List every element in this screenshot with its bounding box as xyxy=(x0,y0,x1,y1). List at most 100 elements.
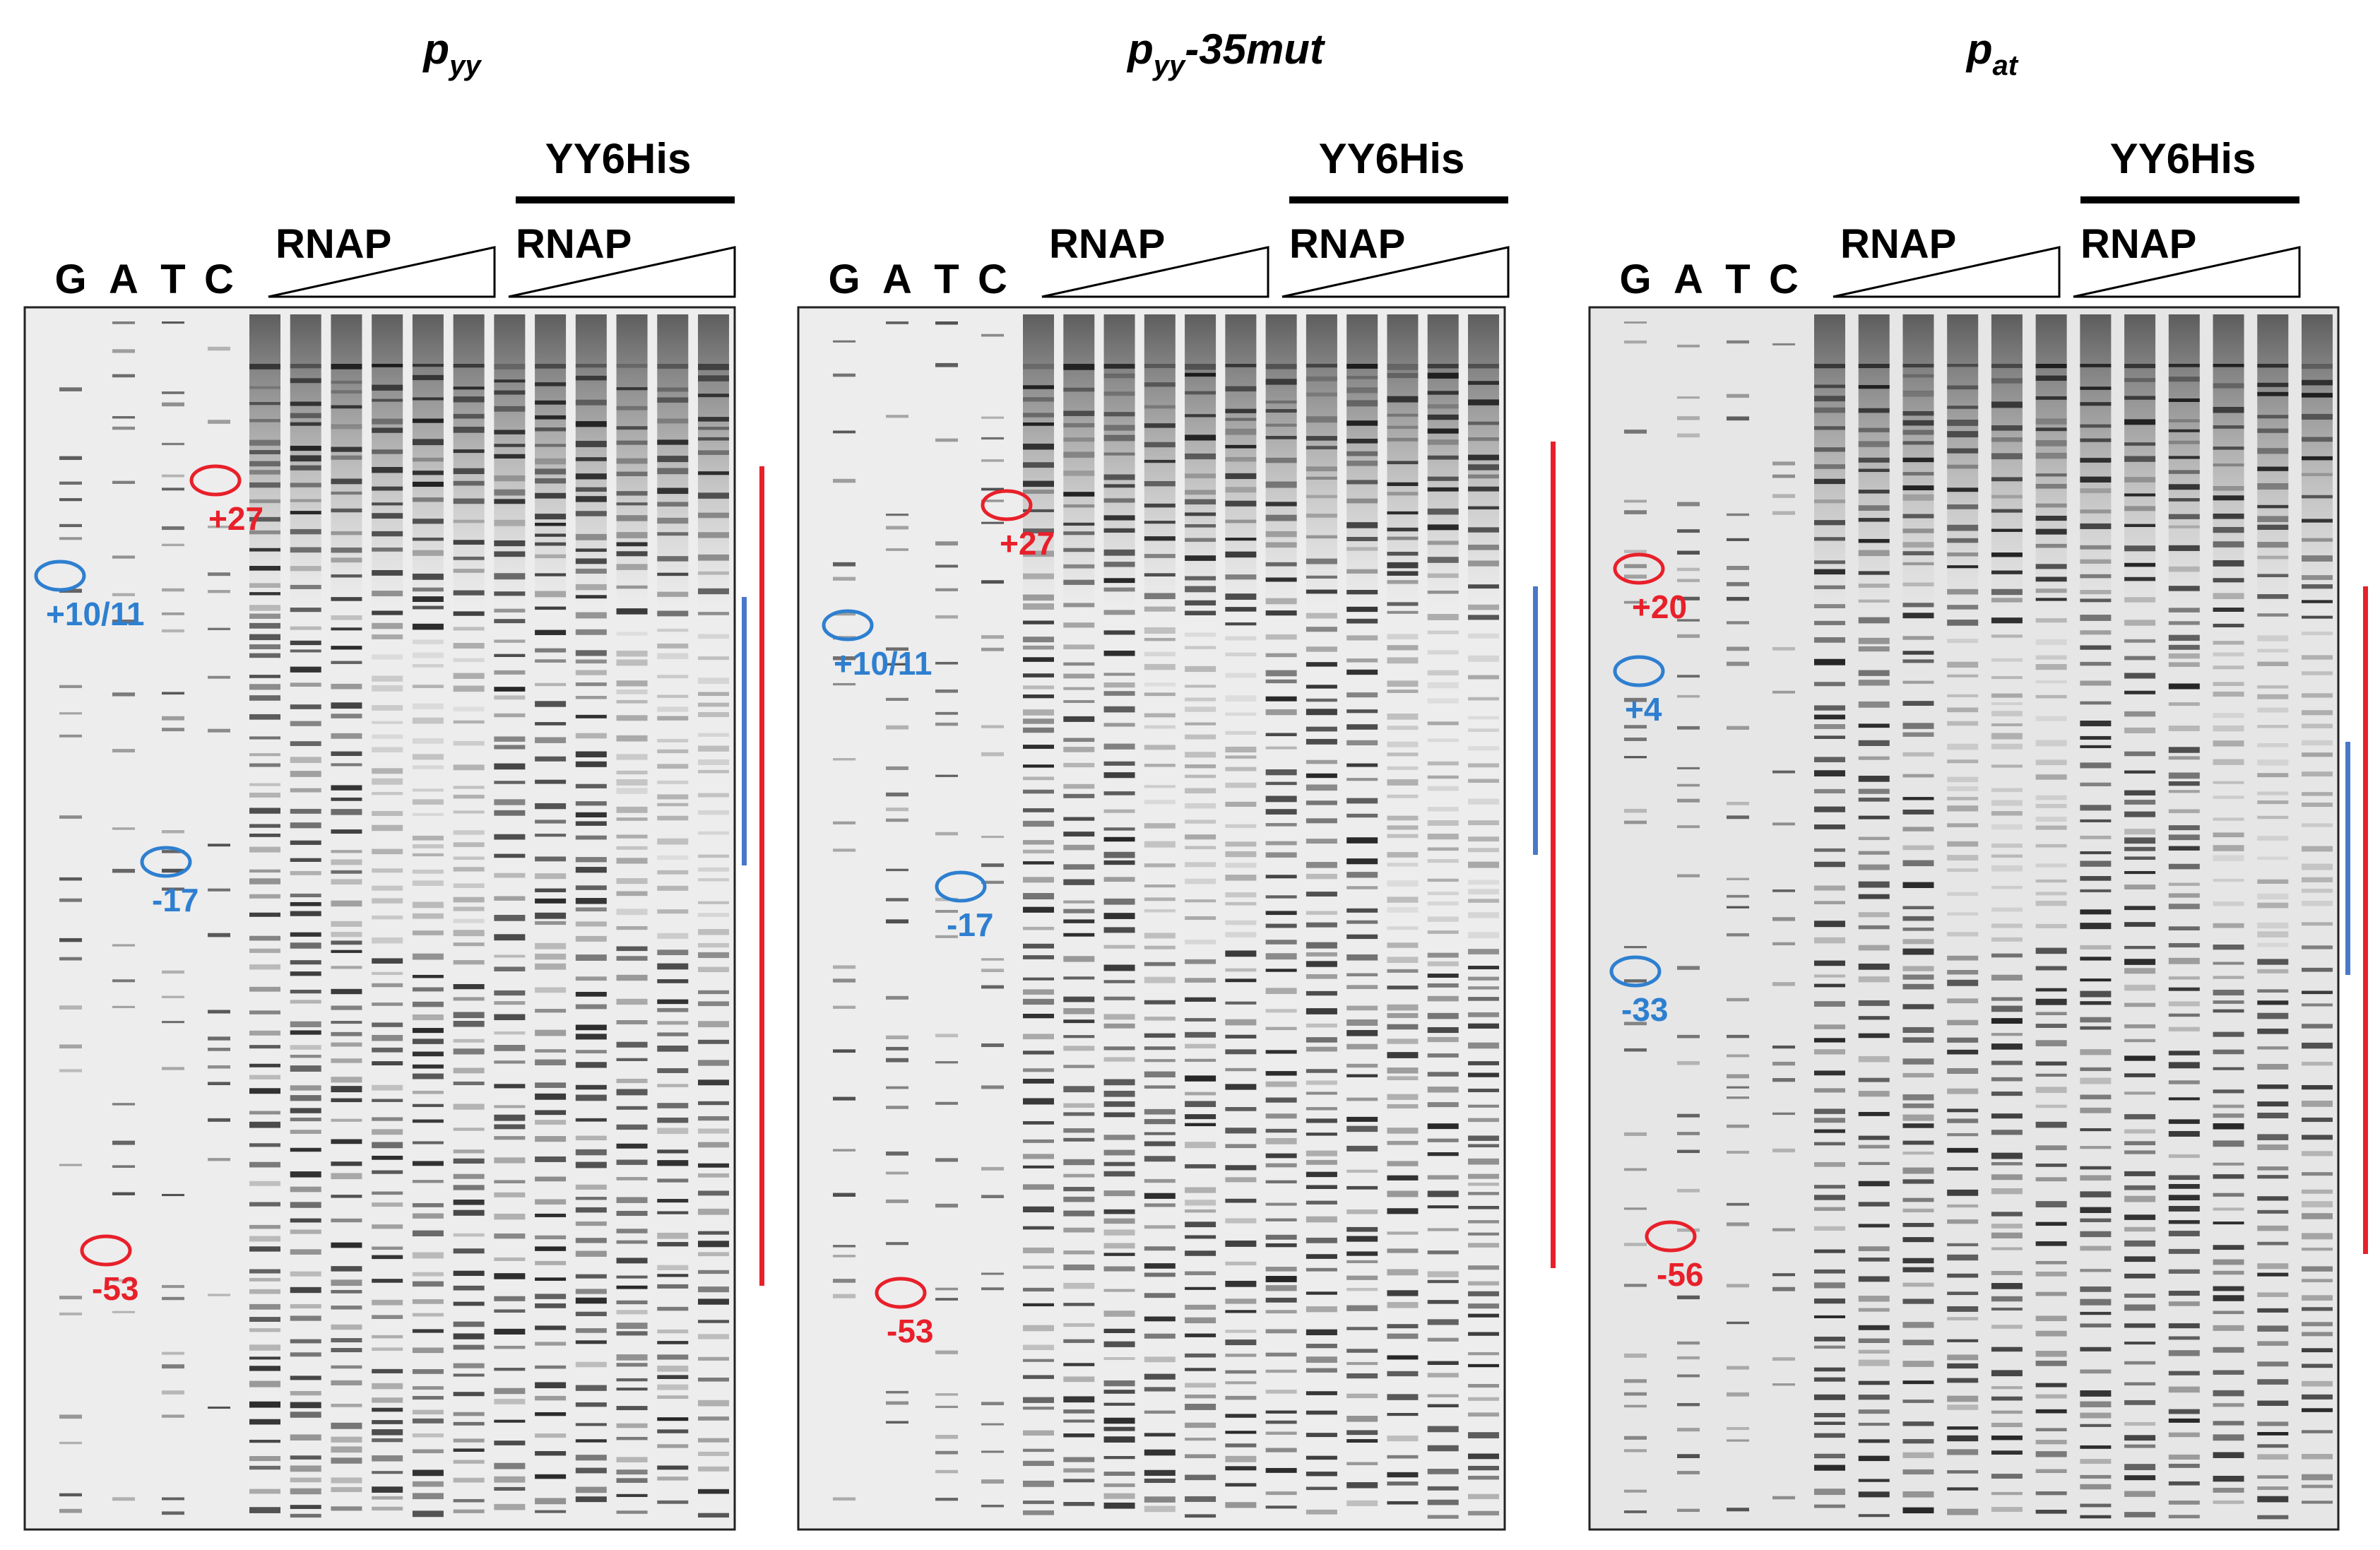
footprint-band xyxy=(657,591,689,597)
footprint-band xyxy=(1185,862,1216,868)
sequencing-band xyxy=(162,850,184,853)
footprint-band xyxy=(2168,1301,2200,1306)
footprint-band xyxy=(331,364,362,369)
sequencing-band xyxy=(981,416,1004,419)
footprint-band xyxy=(1023,422,1054,426)
footprint-band xyxy=(453,449,485,454)
footprint-band xyxy=(1265,1285,1297,1291)
footprint-band xyxy=(1387,1455,1419,1459)
footprint-band xyxy=(1306,800,1337,805)
footprint-band xyxy=(575,1289,607,1294)
footprint-band xyxy=(2302,1201,2333,1207)
footprint-band xyxy=(535,415,567,420)
footprint-band xyxy=(331,646,362,650)
footprint-band xyxy=(1265,1071,1297,1076)
footprint-band xyxy=(1991,1091,2023,1096)
footprint-band xyxy=(249,1507,280,1513)
footprint-band xyxy=(575,421,607,427)
footprint-band xyxy=(2035,503,2067,508)
footprint-band xyxy=(2035,1330,2067,1337)
sequencing-band xyxy=(1677,416,1700,420)
marker-label: +27 xyxy=(208,500,264,537)
footprint-band xyxy=(616,1106,648,1110)
footprint-band xyxy=(1023,1265,1054,1270)
footprint-band xyxy=(1947,1019,1979,1026)
footprint-band xyxy=(1902,514,1934,519)
footprint-band xyxy=(412,519,444,524)
footprint-band xyxy=(1185,1454,1216,1459)
footprint-band xyxy=(1144,823,1176,829)
sequencing-band xyxy=(162,970,184,974)
sequencing-band xyxy=(1624,1207,1647,1210)
footprint-band xyxy=(372,768,403,774)
footprint-band xyxy=(1265,1081,1297,1087)
footprint-band xyxy=(2168,1463,2200,1468)
footprint-band xyxy=(412,537,444,541)
footprint-band xyxy=(657,1178,689,1183)
footprint-band xyxy=(535,606,567,610)
sequencing-band xyxy=(1677,1132,1700,1135)
sequencing-band xyxy=(1677,596,1700,601)
footprint-band xyxy=(1306,1150,1337,1156)
footprint-band xyxy=(1306,495,1337,499)
footprint-band xyxy=(575,1024,607,1031)
footprint-band xyxy=(535,856,567,862)
title-subscript: at xyxy=(1993,50,2019,81)
sequencing-band xyxy=(886,1058,908,1063)
footprint-band xyxy=(1185,820,1216,824)
footprint-band xyxy=(1185,1422,1216,1428)
footprint-band xyxy=(1858,788,1890,794)
footprint-band xyxy=(616,632,648,636)
footprint-band xyxy=(2257,428,2289,433)
footprint-band xyxy=(453,1209,485,1216)
sequencing-band xyxy=(208,1158,230,1161)
footprint-band xyxy=(249,461,280,467)
footprint-band xyxy=(657,1117,689,1123)
sequencing-band xyxy=(886,415,908,418)
footprint-band xyxy=(535,400,567,405)
footprint-band xyxy=(249,675,280,678)
footprint-band xyxy=(290,1352,321,1357)
footprint-band xyxy=(2168,1432,2200,1438)
footprint-band xyxy=(2035,817,2067,822)
sequencing-band xyxy=(1677,675,1700,678)
footprint-band xyxy=(1103,1149,1135,1156)
footprint-band xyxy=(453,426,485,433)
footprint-band xyxy=(1103,1436,1135,1443)
footprint-band xyxy=(1225,1001,1257,1005)
title-suffix: -35mut xyxy=(1185,25,1326,73)
footprint-band xyxy=(1023,1206,1054,1213)
footprint-band xyxy=(1858,571,1890,575)
sequencing-band xyxy=(886,1199,908,1203)
sequencing-band xyxy=(1772,1061,1795,1066)
footprint-band xyxy=(1814,1377,1845,1382)
footprint-band xyxy=(249,592,280,596)
footprint-band xyxy=(1265,542,1297,548)
footprint-band xyxy=(1346,954,1378,961)
sequencing-band xyxy=(112,692,135,697)
footprint-band xyxy=(1947,1108,1979,1113)
footprint-band xyxy=(2035,1221,2067,1226)
footprint-band xyxy=(1387,969,1419,973)
footprint-band xyxy=(2080,630,2112,635)
sequencing-band xyxy=(833,478,856,483)
footprint-band xyxy=(657,653,689,660)
footprint-band xyxy=(1265,1218,1297,1221)
footprint-band xyxy=(1814,1088,1845,1093)
footprint-band xyxy=(494,781,526,784)
footprint-band xyxy=(535,942,567,949)
sequencing-band xyxy=(162,442,184,446)
footprint-band xyxy=(1902,732,1934,737)
footprint-band xyxy=(2035,1394,2067,1399)
footprint-band xyxy=(698,450,729,455)
footprint-band xyxy=(616,585,648,589)
footprint-band xyxy=(1225,1165,1257,1171)
footprint-band xyxy=(1144,1059,1176,1063)
sequencing-band xyxy=(59,815,82,819)
footprint-band xyxy=(290,741,321,746)
footprint-band xyxy=(2213,1140,2244,1147)
footprint-band xyxy=(2080,559,2112,564)
sequencing-band xyxy=(1624,340,1647,344)
footprint-band xyxy=(1427,1426,1459,1433)
sequencing-band xyxy=(1727,1392,1749,1397)
